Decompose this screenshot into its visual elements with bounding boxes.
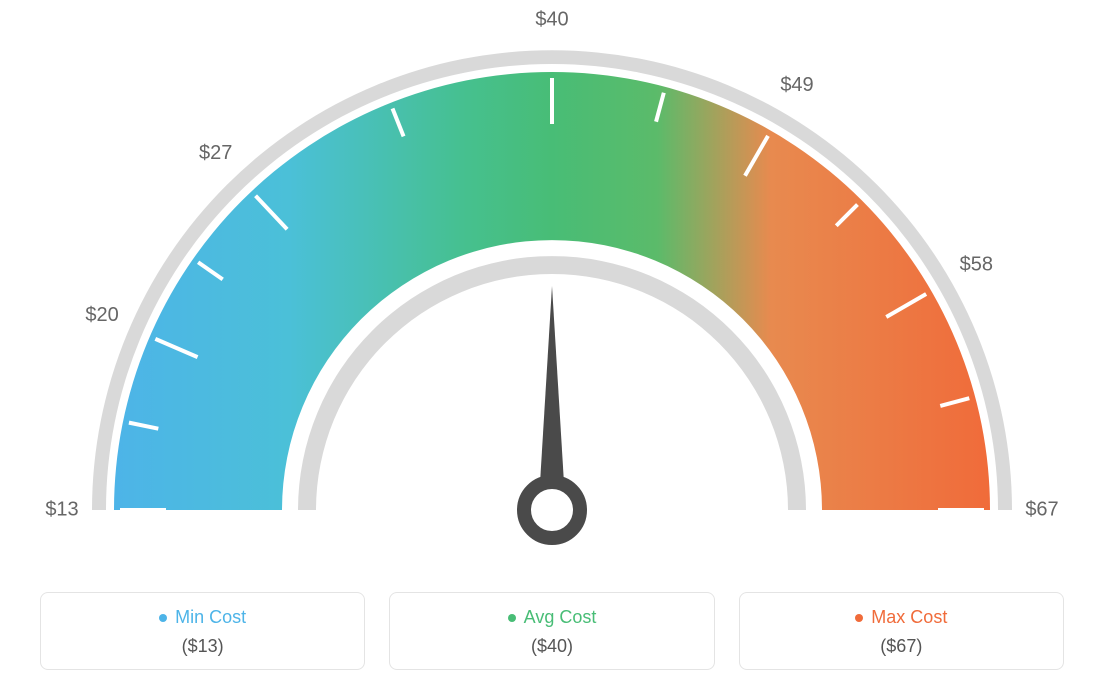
legend-value-avg: ($40)	[400, 636, 703, 657]
legend-label-avg: Avg Cost	[524, 607, 597, 628]
legend-label-min: Min Cost	[175, 607, 246, 628]
legend-card-max: Max Cost ($67)	[739, 592, 1064, 670]
cost-gauge-container: $13 $20 $27 $40 $49 $58 $67 Min Cost ($13) Avg…	[0, 0, 1104, 690]
gauge-chart: $13 $20 $27 $40 $49 $58 $67	[0, 0, 1104, 560]
legend-label-row: Avg Cost	[400, 607, 703, 628]
legend-dot-max	[855, 614, 863, 622]
legend-value-min: ($13)	[51, 636, 354, 657]
legend-label-row: Min Cost	[51, 607, 354, 628]
legend-row: Min Cost ($13) Avg Cost ($40) Max Cost (…	[40, 592, 1064, 670]
gauge-tick-label: $20	[85, 304, 118, 326]
gauge-svg: $13 $20 $27 $40 $49 $58 $67	[0, 0, 1104, 560]
legend-card-min: Min Cost ($13)	[40, 592, 365, 670]
gauge-tick-label: $13	[45, 498, 78, 520]
legend-value-max: ($67)	[750, 636, 1053, 657]
legend-label-row: Max Cost	[750, 607, 1053, 628]
gauge-tick-label: $27	[199, 142, 232, 164]
gauge-tick-label: $49	[780, 74, 813, 96]
gauge-tick-label: $40	[535, 8, 568, 30]
gauge-tick-label: $58	[960, 253, 993, 275]
legend-card-avg: Avg Cost ($40)	[389, 592, 714, 670]
gauge-needle-hub	[524, 482, 580, 538]
gauge-tick-label: $67	[1025, 498, 1058, 520]
legend-dot-avg	[508, 614, 516, 622]
legend-dot-min	[159, 614, 167, 622]
legend-label-max: Max Cost	[871, 607, 947, 628]
